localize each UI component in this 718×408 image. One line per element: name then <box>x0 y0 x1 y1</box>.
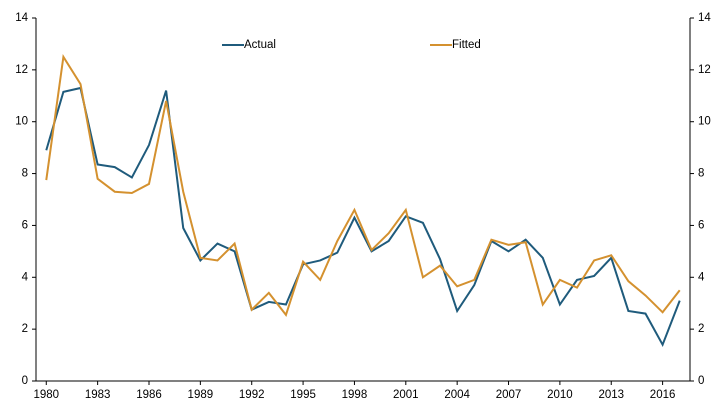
y2-tick-label: 2 <box>698 323 704 335</box>
x-tick-label: 2010 <box>547 389 573 401</box>
legend-label: Actual <box>244 39 276 51</box>
x-tick-label: 2007 <box>496 389 522 401</box>
y2-tick-label: 8 <box>698 168 704 180</box>
legend-label: Fitted <box>452 39 481 51</box>
x-tick-label: 2016 <box>650 389 676 401</box>
x-tick-label: 2001 <box>393 389 419 401</box>
y2-tick-label: 4 <box>698 271 705 283</box>
y-tick-label: 12 <box>15 64 28 76</box>
y-tick-label: 14 <box>15 12 28 24</box>
y2-tick-label: 0 <box>698 375 704 387</box>
series-line <box>45 86 681 348</box>
y-tick-label: 6 <box>22 219 28 231</box>
y-tick-label: 2 <box>22 323 28 335</box>
x-tick-label: 1986 <box>136 389 162 401</box>
y-tick-label: 4 <box>22 271 29 283</box>
x-tick-label: 2013 <box>598 389 624 401</box>
x-tick-label: 1992 <box>239 389 265 401</box>
y-tick-label: 8 <box>22 168 28 180</box>
y2-tick-label: 12 <box>698 64 711 76</box>
y-tick-label: 10 <box>15 116 28 128</box>
series-line <box>45 54 681 317</box>
y2-tick-label: 6 <box>698 219 704 231</box>
x-tick-label: 2004 <box>444 389 470 401</box>
y2-tick-label: 10 <box>698 116 711 128</box>
y2-tick-label: 14 <box>698 12 711 24</box>
x-tick-label: 1995 <box>290 389 316 401</box>
x-tick-label: 1983 <box>85 389 111 401</box>
y-tick-label: 0 <box>22 375 28 387</box>
x-tick-label: 1980 <box>33 389 59 401</box>
x-tick-label: 1998 <box>342 389 368 401</box>
x-tick-label: 1989 <box>188 389 214 401</box>
